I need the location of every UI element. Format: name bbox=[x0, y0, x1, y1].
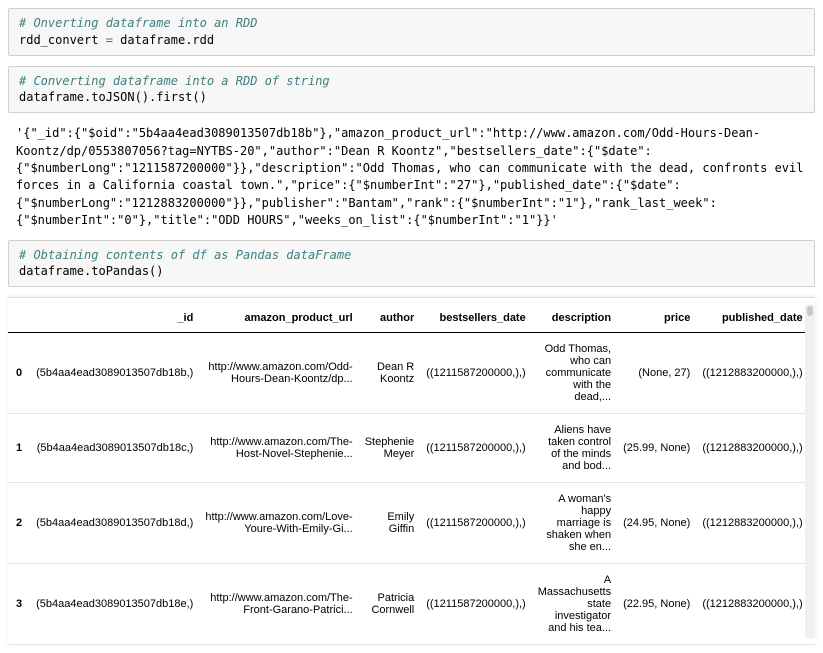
cell-price: (22.95, None) bbox=[617, 564, 696, 645]
json-output: '{"_id":{"$oid":"5b4aa4ead3089013507db18… bbox=[8, 123, 815, 239]
cell-price: (25.99, None) bbox=[617, 414, 696, 483]
cell-url: http://www.amazon.com/Love-Youre-With-Em… bbox=[199, 483, 358, 564]
cell-bestsellers-date: ((1211587200000,),) bbox=[420, 564, 531, 645]
cell-author: Emily Giffin bbox=[359, 483, 421, 564]
scrollbar-thumb[interactable] bbox=[807, 306, 813, 316]
code-lhs: rdd_convert bbox=[19, 33, 98, 47]
code-op: = bbox=[98, 33, 120, 47]
row-index: 0 bbox=[8, 333, 30, 414]
table-row: 2(5b4aa4ead3089013507db18d,)http://www.a… bbox=[8, 483, 815, 564]
code-cell-3[interactable]: # Obtaining contents of df as Pandas dat… bbox=[8, 240, 815, 288]
col-published-date: published_date bbox=[696, 304, 808, 333]
cell-description: A Massachusetts state investigator and h… bbox=[532, 564, 617, 645]
cell-price: (24.95, None) bbox=[617, 483, 696, 564]
col-author: author bbox=[359, 304, 421, 333]
code-rhs: dataframe.rdd bbox=[120, 33, 214, 47]
row-index: 1 bbox=[8, 414, 30, 483]
col-price: price bbox=[617, 304, 696, 333]
cell-description: Aliens have taken control of the minds a… bbox=[532, 414, 617, 483]
table-row: 0(5b4aa4ead3089013507db18b,)http://www.a… bbox=[8, 333, 815, 414]
cell-description: A woman's happy marriage is shaken when … bbox=[532, 483, 617, 564]
cell-published-date: ((1212883200000,),) bbox=[696, 483, 808, 564]
pandas-table: _id amazon_product_url author bestseller… bbox=[8, 304, 815, 645]
code-line: rdd_convert = dataframe.rdd bbox=[19, 32, 804, 49]
cell-bestsellers-date: ((1211587200000,),) bbox=[420, 333, 531, 414]
cell-bestsellers-date: ((1211587200000,),) bbox=[420, 483, 531, 564]
row-index: 2 bbox=[8, 483, 30, 564]
vertical-scrollbar[interactable] bbox=[805, 304, 815, 639]
code-cell-1[interactable]: # Onverting dataframe into an RDD rdd_co… bbox=[8, 8, 815, 56]
table-row: 1(5b4aa4ead3089013507db18c,)http://www.a… bbox=[8, 414, 815, 483]
cell-author: Dean R Koontz bbox=[359, 333, 421, 414]
code-comment: # Converting dataframe into a RDD of str… bbox=[19, 73, 804, 90]
cell-url: http://www.amazon.com/Odd-Hours-Dean-Koo… bbox=[199, 333, 358, 414]
code-comment: # Obtaining contents of df as Pandas dat… bbox=[19, 247, 804, 264]
col-index bbox=[8, 304, 30, 333]
table-row: 3(5b4aa4ead3089013507db18e,)http://www.a… bbox=[8, 564, 815, 645]
cell-id: (5b4aa4ead3089013507db18d,) bbox=[30, 483, 199, 564]
col-bestsellers-date: bestsellers_date bbox=[420, 304, 531, 333]
cell-published-date: ((1212883200000,),) bbox=[696, 564, 808, 645]
col-url: amazon_product_url bbox=[199, 304, 358, 333]
row-index: 3 bbox=[8, 564, 30, 645]
cell-id: (5b4aa4ead3089013507db18e,) bbox=[30, 564, 199, 645]
code-line: dataframe.toJSON().first() bbox=[19, 89, 804, 106]
code-line: dataframe.toPandas() bbox=[19, 263, 804, 280]
cell-url: http://www.amazon.com/The-Front-Garano-P… bbox=[199, 564, 358, 645]
cell-bestsellers-date: ((1211587200000,),) bbox=[420, 414, 531, 483]
code-comment: # Onverting dataframe into an RDD bbox=[19, 15, 804, 32]
col-description: description bbox=[532, 304, 617, 333]
cell-url: http://www.amazon.com/The-Host-Novel-Ste… bbox=[199, 414, 358, 483]
code-cell-2[interactable]: # Converting dataframe into a RDD of str… bbox=[8, 66, 815, 114]
cell-description: Odd Thomas, who can communicate with the… bbox=[532, 333, 617, 414]
cell-id: (5b4aa4ead3089013507db18b,) bbox=[30, 333, 199, 414]
col-id: _id bbox=[30, 304, 199, 333]
cell-published-date: ((1212883200000,),) bbox=[696, 414, 808, 483]
cell-id: (5b4aa4ead3089013507db18c,) bbox=[30, 414, 199, 483]
cell-author: Patricia Cornwell bbox=[359, 564, 421, 645]
table-header-row: _id amazon_product_url author bestseller… bbox=[8, 304, 815, 333]
cell-price: (None, 27) bbox=[617, 333, 696, 414]
dataframe-output[interactable]: _id amazon_product_url author bestseller… bbox=[8, 297, 815, 645]
cell-published-date: ((1212883200000,),) bbox=[696, 333, 808, 414]
cell-author: Stephenie Meyer bbox=[359, 414, 421, 483]
